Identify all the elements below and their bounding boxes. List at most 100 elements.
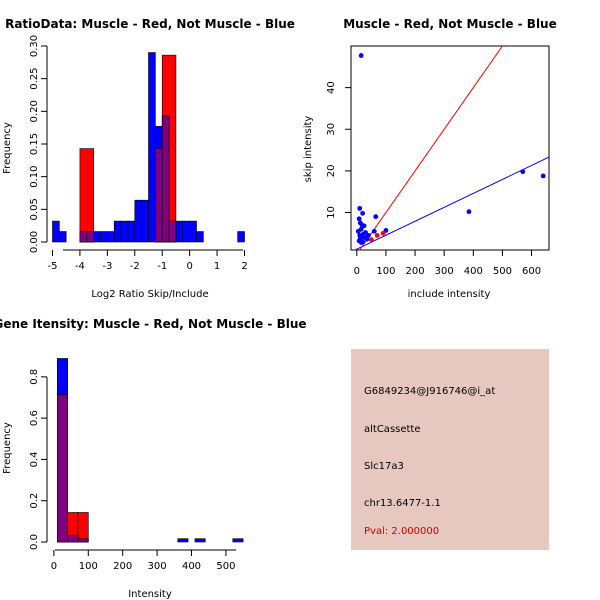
blue-point: [366, 233, 371, 238]
scatter-x-ticks: 0 100 200 300 400 500 600: [354, 250, 541, 277]
y-tick-label: 30: [326, 123, 337, 136]
scatter-xlabel: include intensity: [408, 289, 491, 300]
blue-bar: [175, 220, 184, 243]
x-tick-label: -1: [157, 261, 167, 272]
blue-point: [520, 169, 526, 175]
intensity-xlabel: Intensity: [128, 589, 172, 600]
blue-bar: [93, 231, 101, 243]
y-tick-label: 0.15: [29, 133, 40, 155]
red-point: [374, 233, 380, 238]
blue-point: [383, 228, 389, 233]
x-tick-label: 600: [522, 266, 541, 277]
overlap-bar: [168, 220, 177, 243]
gene-name: Slc17a3: [364, 461, 404, 472]
y-tick-label: 0.6: [29, 410, 40, 426]
scatter-y-ticks: 10 20 30 40: [326, 81, 351, 219]
intensity-ylabel: Frequency: [2, 422, 13, 474]
blue-bar: [134, 199, 142, 243]
x-tick-label: -3: [102, 261, 112, 272]
y-tick-label: 10: [326, 206, 337, 219]
ratio-histogram: RatioData: Muscle - Red, Not Muscle - Bl…: [2, 17, 295, 300]
overlap-bar: [57, 394, 68, 543]
y-tick-label: 0.00: [29, 231, 40, 253]
y-tick-label: 0.10: [29, 166, 40, 188]
red-bar: [77, 512, 89, 543]
blue-bar: [177, 538, 189, 543]
red-fit-line: [359, 46, 504, 250]
blue-point: [540, 173, 546, 179]
x-tick-label: 400: [464, 266, 483, 277]
x-tick-label: 2: [241, 261, 247, 272]
blue-point: [360, 210, 366, 216]
scatter-title: Muscle - Red, Not Muscle - Blue: [343, 17, 557, 31]
blue-bar: [237, 231, 245, 243]
blue-point: [358, 240, 364, 245]
x-tick-label: 300: [435, 266, 454, 277]
blue-bar: [148, 52, 156, 243]
blue-point: [371, 228, 377, 234]
blue-bar: [182, 220, 190, 243]
blue-bar: [113, 220, 122, 243]
y-tick-label: 20: [326, 165, 337, 178]
intensity-bars: [57, 358, 244, 543]
x-tick-label: 0: [51, 561, 57, 572]
overlap-bar: [67, 535, 79, 543]
y-tick-label: 0.2: [29, 493, 40, 509]
y-tick-label: 0.25: [29, 68, 40, 90]
x-tick-label: -5: [47, 261, 57, 272]
chromosome-location: chr13.6477-1.1: [364, 498, 441, 509]
x-tick-label: 200: [406, 266, 425, 277]
overlap-bar: [86, 231, 94, 243]
y-tick-label: 0.0: [29, 534, 40, 550]
red-bar: [79, 148, 94, 243]
blue-bar: [127, 220, 136, 243]
x-tick-label: 300: [148, 561, 167, 572]
pval-text: Pval: 2.000000: [364, 526, 440, 537]
ratio-xlabel: Log2 Ratio Skip/Include: [91, 289, 208, 300]
intensity-title: Gene Itensity: Muscle - Red, Not Muscle …: [0, 317, 307, 331]
ratio-y-ticks: 0.00 0.05 0.10 0.15 0.20 0.25 0.30: [29, 35, 47, 253]
x-tick-label: -4: [75, 261, 85, 272]
blue-bar: [141, 199, 149, 243]
intensity-scatter: Muscle - Red, Not Muscle - Blue 0 100 200 3…: [303, 17, 557, 300]
y-tick-label: 0.30: [29, 35, 40, 57]
ratio-x-ticks: -5 -4 -3 -2 -1 0 1 2: [47, 250, 248, 272]
blue-fit-line: [353, 156, 549, 250]
blue-point: [355, 228, 361, 234]
y-tick-label: 0.4: [29, 451, 40, 467]
blue-point: [356, 216, 362, 222]
y-tick-label: 0.20: [29, 100, 40, 122]
blue-point: [357, 205, 363, 211]
y-tick-label: 0.8: [29, 369, 40, 385]
blue-bar: [59, 231, 67, 243]
blue-bar: [189, 220, 197, 243]
x-tick-label: 0: [186, 261, 192, 272]
y-tick-label: 40: [326, 81, 337, 94]
x-tick-label: 100: [79, 561, 98, 572]
overlap-bar: [161, 115, 170, 243]
blue-point: [364, 236, 370, 242]
ratio-title: RatioData: Muscle - Red, Not Muscle - Bl…: [5, 17, 295, 31]
intensity-y-ticks: 0.0 0.2 0.4 0.6 0.8: [29, 369, 47, 550]
ratio-bars: [52, 52, 245, 243]
x-tick-label: 400: [182, 561, 201, 572]
overlap-bar: [77, 538, 89, 543]
event-type: altCassette: [364, 424, 421, 435]
gene-info-panel: G6849234@J916746@i_at altCassette Slc17a…: [351, 349, 549, 550]
x-tick-label: -2: [130, 261, 140, 272]
x-tick-label: 500: [493, 266, 512, 277]
red-point: [380, 230, 386, 236]
scatter-ylabel: skip intensity: [303, 116, 314, 183]
x-tick-label: 0: [354, 266, 360, 277]
scatter-points: [355, 53, 546, 245]
red-point: [368, 237, 374, 242]
blue-bar: [194, 538, 206, 543]
x-tick-label: 200: [113, 561, 132, 572]
intensity-histogram: Gene Itensity: Muscle - Red, Not Muscle …: [0, 317, 307, 600]
blue-point: [361, 223, 367, 229]
overlap-bar: [79, 231, 88, 243]
scatter-fit-lines: [353, 46, 549, 250]
probe-id: G6849234@J916746@i_at: [364, 386, 496, 397]
ratio-ylabel: Frequency: [2, 122, 13, 174]
